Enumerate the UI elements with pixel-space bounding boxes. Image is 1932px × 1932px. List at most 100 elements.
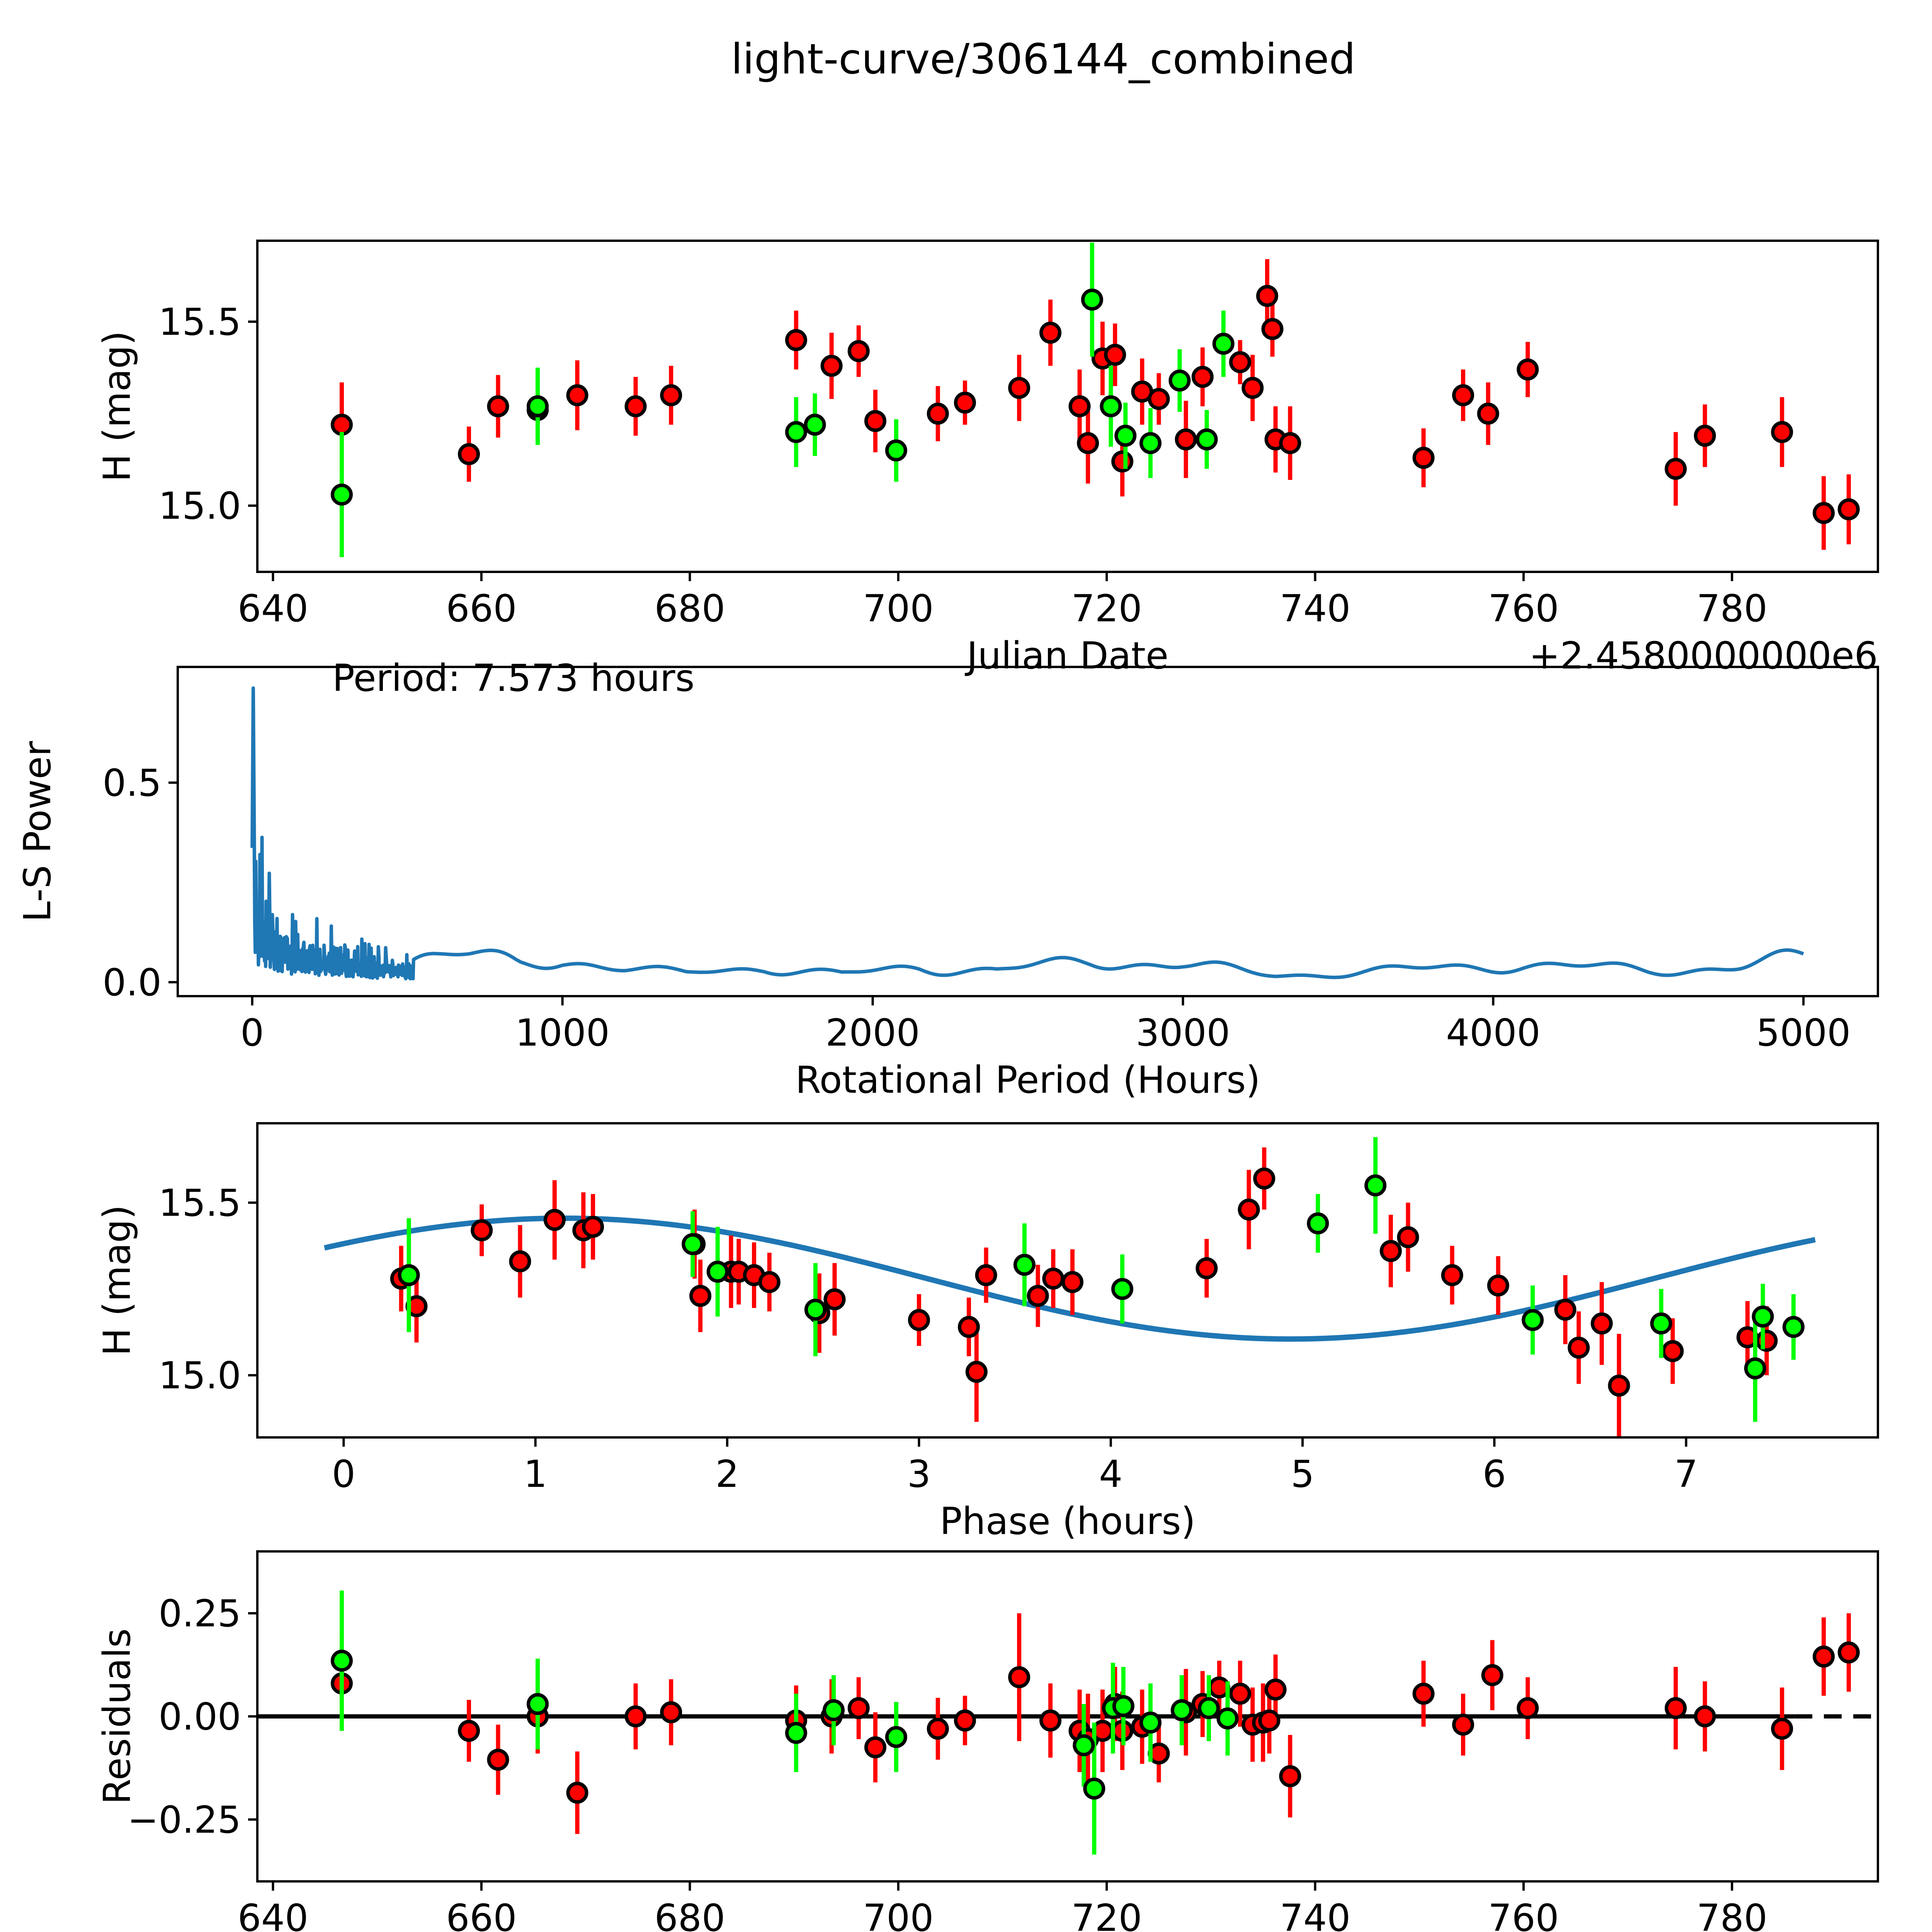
- phase-datapoint: [471, 1219, 493, 1242]
- residuals-datapoint: [1073, 1734, 1095, 1757]
- phase-datapoint: [689, 1285, 712, 1307]
- lightcurve-datapoint: [1039, 321, 1061, 344]
- residuals-ytick-label: −0.25: [128, 1798, 241, 1842]
- phase-datapoint: [1662, 1340, 1684, 1362]
- residuals-ytick-label: 0.25: [158, 1592, 241, 1635]
- phase-datapoint: [965, 1361, 988, 1383]
- residuals-datapoint: [1008, 1666, 1031, 1689]
- lightcurve-datapoint: [1104, 344, 1126, 366]
- phase-xtick-label: 2: [715, 1452, 739, 1496]
- lightcurve-datapoint: [1694, 425, 1716, 447]
- residuals-datapoint: [1139, 1711, 1162, 1734]
- phase-datapoint: [823, 1288, 846, 1311]
- lightcurve-datapoint: [624, 395, 647, 417]
- phase-datapoint: [1013, 1253, 1036, 1276]
- periodogram-xtick-label: 5000: [1756, 1011, 1850, 1054]
- phase-plot-area: [324, 1137, 1816, 1437]
- lightcurve-datapoint: [330, 413, 353, 436]
- lightcurve-datapoint: [566, 384, 588, 406]
- phase-datapoint: [1522, 1309, 1544, 1331]
- phase-xaxis-label: Phase (hours): [940, 1500, 1196, 1543]
- periodogram-trace: [250, 686, 1805, 981]
- phase-datapoint: [582, 1216, 604, 1238]
- periodogram-frame: [177, 666, 1879, 997]
- periodogram-plot-area: [250, 686, 1805, 981]
- lightcurve-datapoint: [1477, 403, 1499, 425]
- residuals-datapoint: [785, 1722, 807, 1744]
- phase-datapoint: [1487, 1274, 1509, 1297]
- lightcurve-plot-area: [330, 242, 1860, 557]
- lightcurve-datapoint: [1242, 377, 1264, 399]
- residuals-datapoint: [1517, 1697, 1539, 1719]
- period-annotation: Period: 7.573 hours: [332, 656, 694, 700]
- residuals-datapoint: [1813, 1645, 1835, 1668]
- phase-xtick-label: 5: [1291, 1452, 1314, 1496]
- phase-datapoint: [1608, 1374, 1630, 1397]
- lightcurve-datapoint: [527, 395, 549, 417]
- phase-datapoint: [1752, 1305, 1774, 1328]
- periodogram-xtick-label: 3000: [1136, 1011, 1230, 1054]
- lightcurve-xtick-label: 720: [1071, 587, 1142, 630]
- residuals-xtick-label: 780: [1697, 1896, 1767, 1932]
- phase-xtick-label: 1: [524, 1452, 547, 1496]
- phase-datapoint: [1061, 1271, 1083, 1293]
- phase-datapoint: [758, 1271, 781, 1293]
- phase-ytick-label: 15.0: [158, 1354, 241, 1397]
- lightcurve-xtick-label: 680: [655, 587, 725, 630]
- phase-datapoint: [682, 1233, 704, 1255]
- residuals-datapoint: [1216, 1707, 1239, 1730]
- lightcurve-datapoint: [1256, 285, 1278, 307]
- lightcurve-datapoint: [1081, 288, 1103, 311]
- periodogram-xtick-label: 1000: [515, 1011, 609, 1054]
- lightcurve-datapoint: [1196, 428, 1218, 451]
- phase-datapoint: [1397, 1226, 1419, 1248]
- phase-datapoint: [1650, 1312, 1672, 1335]
- phase-datapoint: [1782, 1316, 1805, 1338]
- residuals-datapoint: [927, 1718, 949, 1740]
- phase-datapoint: [1027, 1285, 1049, 1307]
- lightcurve-ytick-label: 15.5: [158, 300, 241, 344]
- phase-datapoint: [1238, 1198, 1260, 1221]
- lightcurve-xtick-label: 780: [1697, 587, 1767, 630]
- phase-datapoint: [1755, 1330, 1778, 1352]
- residuals-datapoint: [660, 1701, 682, 1723]
- residuals-datapoint: [864, 1736, 886, 1759]
- periodogram-xtick-label: 2000: [825, 1011, 920, 1054]
- lightcurve-datapoint: [660, 384, 682, 406]
- residuals-datapoint: [1452, 1713, 1475, 1736]
- residuals-datapoint: [1170, 1699, 1193, 1721]
- phase-xtick-label: 4: [1099, 1452, 1122, 1496]
- phase-datapoint: [1111, 1278, 1133, 1300]
- lightcurve-datapoint: [1813, 502, 1835, 524]
- residuals-datapoint: [527, 1693, 549, 1715]
- residuals-yaxis-label: Residuals: [95, 1628, 139, 1804]
- phase-datapoint: [1590, 1312, 1613, 1335]
- phase-datapoint: [543, 1209, 566, 1231]
- lightcurve-datapoint: [1412, 447, 1435, 469]
- lightcurve-datapoint: [1517, 358, 1539, 381]
- residuals-datapoint: [1229, 1682, 1251, 1705]
- phase-datapoint: [804, 1298, 827, 1321]
- lightcurve-datapoint: [1191, 366, 1214, 388]
- phase-datapoint: [1568, 1337, 1590, 1359]
- residuals-datapoint: [330, 1650, 353, 1672]
- lightcurve-datapoint: [954, 391, 976, 414]
- lightcurve-datapoint: [1212, 333, 1235, 355]
- lightcurve-series-green: [330, 242, 1235, 557]
- phase-xtick-label: 6: [1483, 1452, 1506, 1496]
- residuals-xtick-label: 720: [1071, 1896, 1142, 1932]
- lightcurve-datapoint: [1665, 457, 1687, 480]
- lightcurve-xtick-label: 740: [1280, 587, 1350, 630]
- phase-datapoint: [398, 1264, 420, 1286]
- phase-datapoint: [1196, 1257, 1218, 1279]
- lightcurve-datapoint: [885, 439, 907, 462]
- lightcurve-x-offset-label: +2.4580000000e6: [1529, 634, 1878, 677]
- residuals-xtick-label: 680: [655, 1896, 725, 1932]
- phase-datapoint: [908, 1309, 930, 1331]
- phase-frame: [256, 1122, 1879, 1439]
- residuals-datapoint: [1837, 1641, 1860, 1664]
- lightcurve-datapoint: [804, 413, 826, 436]
- lightcurve-datapoint: [330, 483, 353, 506]
- residuals-plot-area: [257, 1590, 1878, 1855]
